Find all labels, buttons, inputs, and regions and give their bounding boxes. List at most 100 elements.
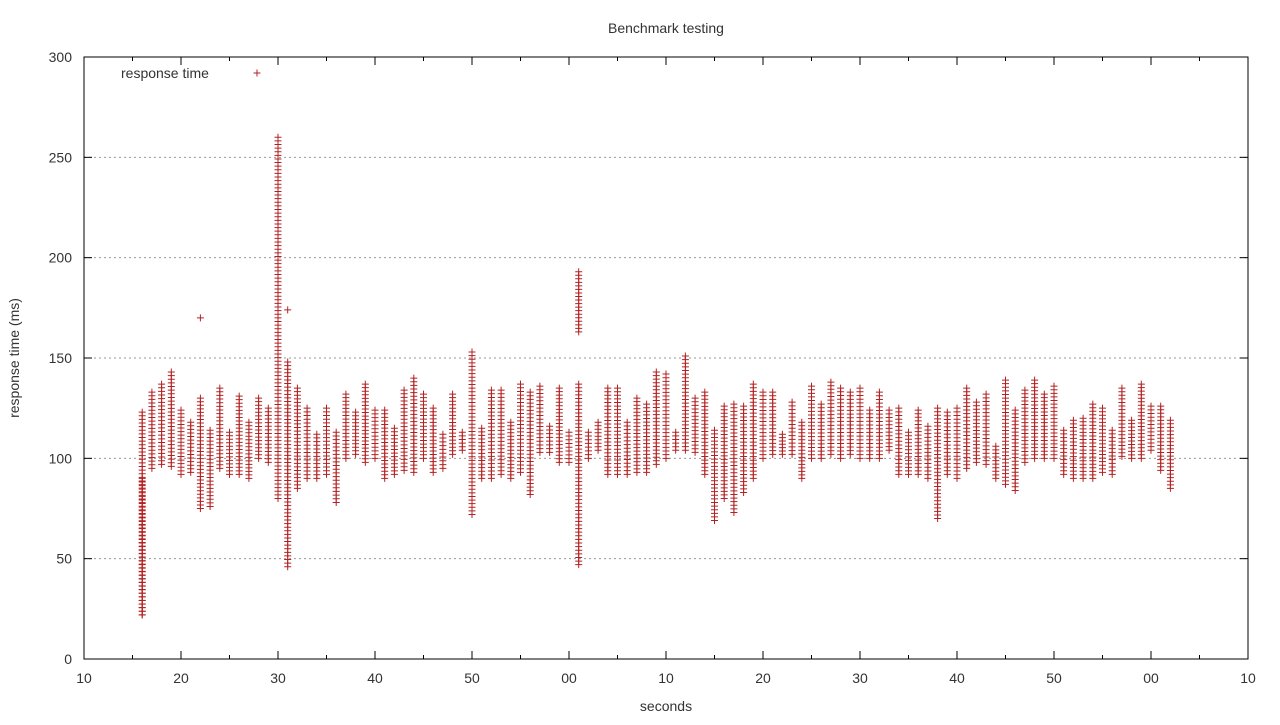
y-tick-label: 250	[49, 149, 73, 165]
data-point	[342, 390, 350, 398]
data-point	[1137, 380, 1145, 388]
data-point	[711, 426, 718, 434]
data-point	[895, 404, 903, 412]
data-point	[875, 388, 883, 396]
data-point	[274, 133, 282, 141]
data-point	[837, 384, 845, 392]
data-point	[1060, 426, 1068, 434]
legend-label: response time	[121, 65, 209, 81]
data-point	[478, 424, 486, 432]
data-point	[1079, 414, 1087, 422]
data-point	[1021, 386, 1029, 394]
data-point	[963, 384, 971, 392]
data-point	[575, 268, 583, 276]
data-point	[1147, 402, 1155, 410]
data-point	[323, 404, 330, 412]
data-point	[303, 404, 311, 412]
data-point	[846, 388, 854, 396]
data-point	[575, 380, 583, 388]
data-point	[584, 428, 592, 436]
data-point	[866, 406, 874, 414]
data-point	[1002, 376, 1009, 384]
data-point	[749, 380, 757, 388]
x-tick-label: 40	[367, 670, 383, 686]
grid-lines	[84, 156, 1248, 560]
data-point	[497, 386, 505, 394]
data-point	[1128, 416, 1136, 424]
y-tick-label: 300	[49, 49, 73, 65]
data-point	[604, 384, 612, 392]
data-point	[1166, 416, 1174, 424]
data-point	[410, 374, 418, 382]
data-point	[982, 390, 990, 398]
data-point	[439, 430, 447, 438]
data-point	[177, 406, 185, 414]
data-point	[1069, 416, 1077, 424]
legend-plus-icon	[253, 69, 261, 77]
data-point	[158, 380, 166, 388]
data-point	[720, 402, 728, 410]
data-point	[284, 306, 292, 314]
data-point	[623, 418, 631, 426]
data-point	[196, 394, 204, 402]
data-point	[798, 418, 806, 426]
data-point	[487, 386, 495, 394]
data-point	[196, 314, 204, 322]
data-point	[914, 406, 922, 414]
data-point	[972, 398, 980, 406]
data-point	[555, 384, 563, 392]
data-point	[546, 422, 554, 430]
data-point	[332, 428, 340, 436]
data-point	[1099, 404, 1106, 412]
data-point	[681, 352, 689, 360]
data-point	[778, 430, 786, 438]
data-point	[1011, 406, 1019, 414]
data-point	[216, 384, 224, 392]
data-point	[652, 368, 660, 376]
data-point	[924, 422, 932, 430]
data-point	[293, 384, 301, 392]
data-point	[371, 406, 379, 414]
data-point	[206, 426, 214, 434]
x-axis-label: seconds	[640, 698, 692, 714]
data-point	[769, 388, 777, 396]
data-point	[167, 368, 175, 376]
data-point	[284, 358, 292, 366]
data-point	[352, 408, 360, 416]
x-tick-label: 20	[755, 670, 771, 686]
data-point	[536, 382, 544, 390]
data-point	[759, 388, 767, 396]
x-tick-label: 30	[852, 670, 868, 686]
data-point	[420, 390, 427, 398]
data-point	[1157, 402, 1165, 410]
data-point	[226, 428, 233, 436]
data-point	[429, 404, 437, 412]
x-tick-label: 10	[658, 670, 674, 686]
data-point	[672, 428, 680, 436]
data-point	[255, 394, 263, 402]
data-point	[517, 380, 524, 388]
data-point	[992, 442, 1000, 450]
legend-marker-icon	[253, 69, 261, 77]
data-point	[1031, 376, 1039, 384]
data-point	[1089, 400, 1097, 408]
data-point	[633, 394, 641, 402]
data-point	[662, 370, 670, 378]
data-point	[614, 384, 621, 392]
data-point	[507, 418, 515, 426]
data-point	[817, 400, 825, 408]
data-point	[148, 388, 156, 396]
data-point	[526, 388, 534, 396]
x-tick-label: 20	[173, 670, 189, 686]
data-point	[808, 382, 815, 390]
data-point	[390, 424, 398, 432]
data-point	[1108, 426, 1116, 434]
data-point	[740, 402, 748, 410]
x-tick-label: 40	[949, 670, 965, 686]
x-tick-label: 10	[76, 670, 92, 686]
data-point	[138, 474, 146, 482]
data-point	[138, 408, 146, 416]
data-point	[565, 428, 573, 436]
data-point	[381, 406, 389, 414]
data-point	[943, 408, 951, 416]
